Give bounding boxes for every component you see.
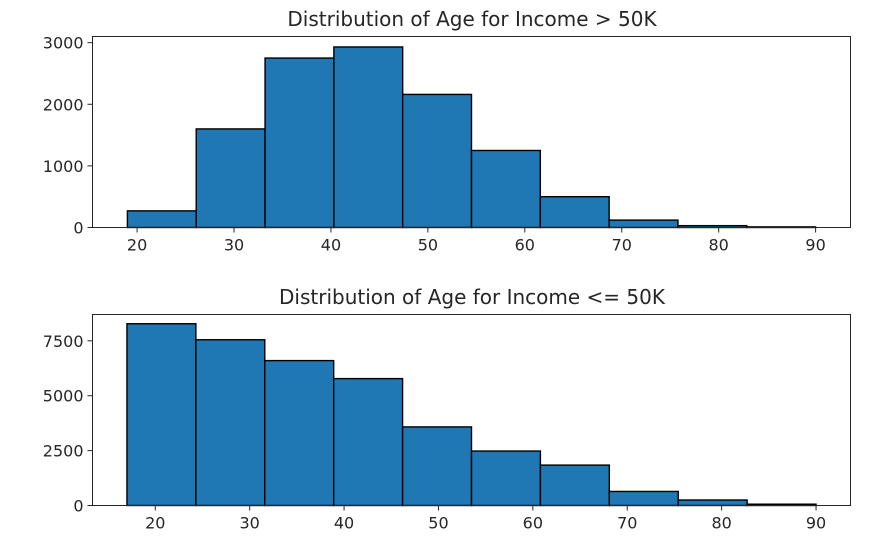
y-tick-label: 1000	[43, 157, 84, 176]
x-tick-label: 60	[523, 514, 543, 533]
y-tick-label: 2000	[43, 95, 84, 114]
histogram-bar	[401, 93, 473, 229]
y-tick-label: 2500	[43, 442, 84, 461]
plot-frame	[92, 314, 851, 506]
plot-frame	[92, 36, 851, 228]
histogram-bar	[470, 149, 542, 229]
histogram-bar	[126, 210, 197, 229]
bar-group	[126, 46, 817, 229]
histogram-bar	[333, 46, 404, 229]
y-tick-label: 3000	[43, 34, 84, 53]
x-tick-label: 50	[428, 514, 448, 533]
x-tick-label: 20	[145, 514, 165, 533]
chart-title: Distribution of Age for Income <= 50K	[279, 285, 666, 309]
histogram-bar	[608, 490, 679, 507]
histogram-bar	[539, 464, 611, 507]
x-tick-label: 90	[805, 236, 825, 255]
x-tick-label: 70	[617, 514, 637, 533]
x-tick-label: 40	[334, 514, 354, 533]
x-tick-label: 40	[321, 236, 341, 255]
histogram-bar	[608, 219, 679, 229]
histogram-bar	[264, 57, 335, 229]
x-tick-label: 60	[515, 236, 535, 255]
histogram-income-under-50k: Distribution of Age for Income <= 50K 0 2…	[43, 285, 851, 533]
histogram-bar	[126, 323, 197, 507]
x-tick-label: 30	[239, 514, 259, 533]
x-tick-label: 30	[224, 236, 244, 255]
x-tick-label: 90	[806, 514, 826, 533]
x-tick-label: 80	[708, 236, 728, 255]
histogram-bar	[401, 426, 473, 507]
x-axis: 20 30 40 50 60 70 80 90	[145, 505, 826, 533]
x-tick-label: 70	[612, 236, 632, 255]
y-tick-label: 7500	[43, 332, 84, 351]
x-axis: 20 30 40 50 60 70 80 90	[127, 227, 826, 255]
histogram-bar	[332, 377, 404, 507]
chart-title: Distribution of Age for Income > 50K	[287, 7, 657, 31]
histogram-bar	[539, 195, 610, 229]
histogram-bar	[195, 128, 266, 229]
x-tick-label: 50	[418, 236, 438, 255]
y-axis: 0 1000 2000 3000	[43, 34, 93, 238]
histogram-bar	[677, 499, 748, 507]
x-tick-label: 80	[711, 514, 731, 533]
y-tick-label: 0	[73, 219, 83, 238]
histogram-bar	[264, 359, 335, 507]
x-tick-label: 20	[127, 236, 147, 255]
histogram-bar	[470, 450, 542, 507]
y-axis: 0 2500 5000 7500	[43, 332, 93, 516]
y-tick-label: 0	[73, 497, 83, 516]
histogram-bar	[195, 339, 266, 507]
y-tick-label: 5000	[43, 387, 84, 406]
histogram-income-over-50k: Distribution of Age for Income > 50K 0 10…	[43, 7, 851, 255]
bar-group	[126, 323, 817, 507]
